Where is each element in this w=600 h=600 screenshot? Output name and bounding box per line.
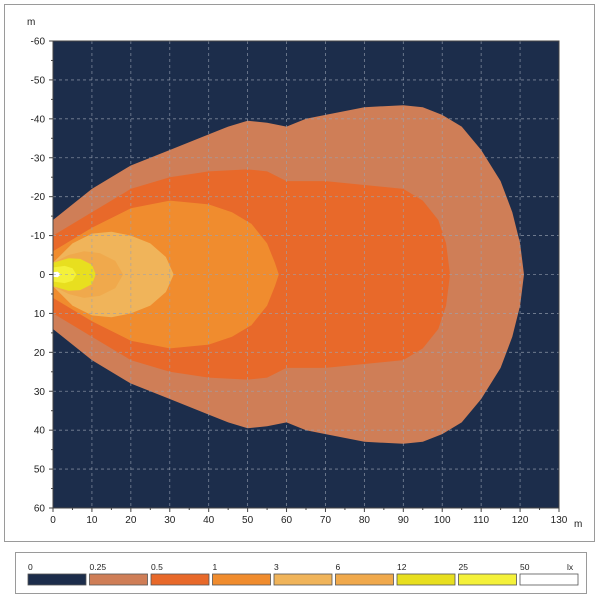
x-tick-label-2: 20: [125, 515, 137, 526]
x-tick-label-4: 40: [203, 515, 215, 526]
x-tick-label-6: 60: [281, 515, 293, 526]
legend-threshold-6: 12: [397, 562, 407, 572]
isolux-legend: 0 0.25 0.5 1 3 6 12 25 50 lx: [27, 562, 579, 586]
x-tick-label-5: 50: [242, 515, 254, 526]
y-tick-label-6: 0: [39, 270, 45, 281]
y-tick-label-5: -10: [31, 231, 46, 242]
isolux-zone-6: [53, 265, 77, 284]
y-tick-label-10: 40: [34, 426, 46, 437]
x-tick-label-10: 100: [434, 515, 451, 526]
legend-threshold-5: 6: [336, 562, 341, 572]
legend-threshold-7: 25: [459, 562, 469, 572]
legend-swatch-8: [519, 573, 579, 586]
x-tick-label-8: 80: [359, 515, 371, 526]
legend-threshold-0: 0: [28, 562, 33, 572]
legend-threshold-2: 0.5: [151, 562, 163, 572]
isolux-chart: 0 10 20 30 40 50 60 70 80 90 100 110 120 130-60-50-40…: [27, 17, 582, 530]
legend-frame: 0 0.25 0.5 1 3 6 12 25 50 lx: [15, 552, 587, 594]
y-tick-label-0: -60: [31, 37, 46, 48]
x-tick-label-3: 30: [164, 515, 176, 526]
x-tick-label-12: 120: [512, 515, 529, 526]
x-tick-label-13: 130: [551, 515, 568, 526]
legend-swatch-4: [273, 573, 333, 586]
legend-threshold-3: 1: [213, 562, 218, 572]
legend-threshold-8: 50: [520, 562, 530, 572]
axes: 0 10 20 30 40 50 60 70 80 90 100 110 120 130-60-50-40…: [31, 37, 568, 527]
x-tick-label-0: 0: [50, 515, 56, 526]
legend-threshold-4: 3: [274, 562, 279, 572]
y-tick-label-8: 20: [34, 348, 46, 359]
y-tick-label-11: 50: [34, 465, 46, 476]
legend-swatch-6: [396, 573, 456, 586]
isolux-zone-7: [53, 271, 61, 278]
grid-lines: [53, 41, 559, 508]
x-axis-unit: m: [574, 519, 582, 530]
x-tick-label-1: 10: [86, 515, 98, 526]
legend-swatch-3: [212, 573, 271, 586]
legend-swatch-5: [335, 573, 394, 586]
y-tick-label-12: 60: [34, 504, 46, 515]
legend-swatch-7: [458, 573, 517, 586]
y-tick-label-7: 10: [34, 309, 46, 320]
legend-swatch-2: [150, 573, 210, 586]
y-tick-label-1: -50: [31, 75, 46, 86]
legend-items: 0 0.25 0.5 1 3 6 12 25 50: [27, 562, 579, 586]
legend-swatch-1: [89, 573, 148, 586]
y-tick-label-9: 30: [34, 387, 46, 398]
legend-swatch-0: [27, 573, 87, 586]
plot-frame: 0 10 20 30 40 50 60 70 80 90 100 110 120 130 -60 -50 -40…: [4, 4, 595, 542]
y-tick-label-4: -20: [31, 192, 46, 203]
legend-unit: lx: [567, 562, 574, 572]
y-tick-label-2: -40: [31, 114, 46, 125]
x-tick-label-7: 70: [320, 515, 332, 526]
x-tick-label-9: 90: [398, 515, 410, 526]
legend-threshold-1: 0.25: [90, 562, 107, 572]
x-tick-label-11: 110: [473, 515, 489, 526]
y-tick-label-3: -30: [31, 153, 46, 164]
y-axis-unit: m: [27, 17, 35, 28]
